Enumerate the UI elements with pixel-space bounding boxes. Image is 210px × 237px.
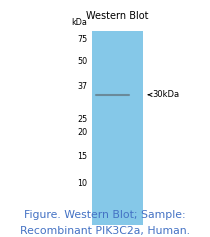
Text: 75: 75 [77,35,87,44]
Text: 25: 25 [77,115,87,124]
Bar [92,31,143,225]
Text: Figure. Western Blot; Sample:: Figure. Western Blot; Sample: [24,210,186,220]
Text: 20: 20 [77,128,87,137]
Text: 10: 10 [77,179,87,188]
Text: Western Blot: Western Blot [86,11,149,21]
Text: 30kDa: 30kDa [152,90,179,99]
Text: kDa: kDa [71,18,87,27]
Text: 50: 50 [77,57,87,66]
Text: 37: 37 [77,82,87,91]
Text: 15: 15 [77,152,87,161]
Text: Recombinant PIK3C2a, Human.: Recombinant PIK3C2a, Human. [20,226,190,236]
